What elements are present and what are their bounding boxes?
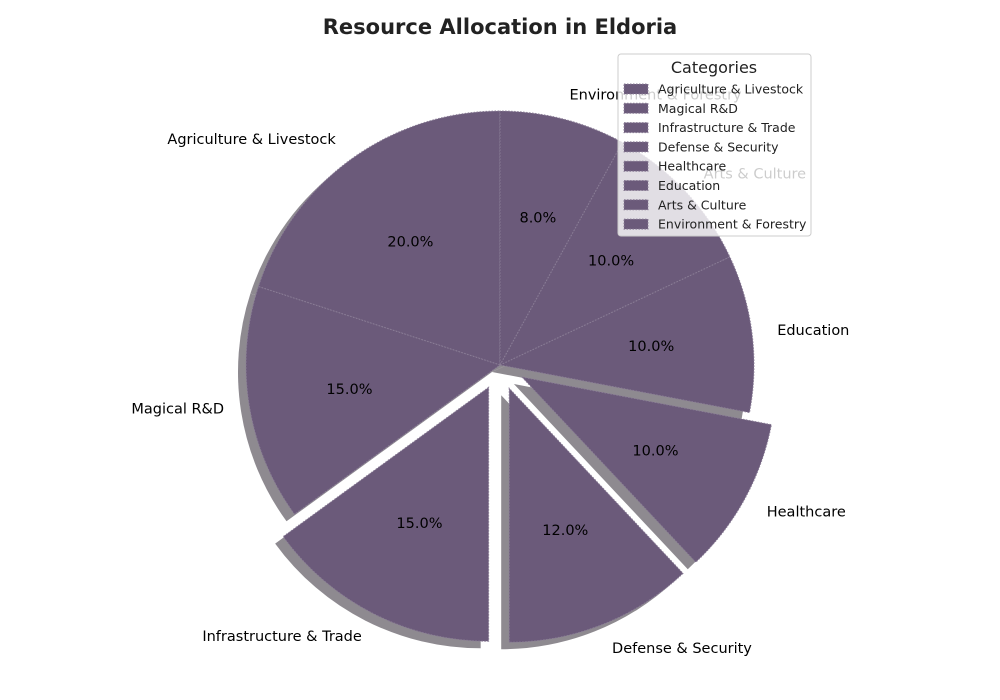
percent-labels: 20.0% 15.0% 15.0% 12.0% 10.0% 10.0% 10.0% 8.0% xyxy=(326,210,678,539)
slice-label-education: Education xyxy=(777,323,849,339)
percent-label-defense-and-security: 12.0% xyxy=(542,523,588,539)
pie-slices xyxy=(245,110,772,643)
legend-swatch-environment-and-forestry xyxy=(623,218,649,230)
legend-swatch-arts-and-culture xyxy=(623,199,649,211)
legend-swatch-education xyxy=(623,180,649,191)
legend-label-defense-and-security: Defense & Security xyxy=(658,139,779,154)
legend-label-infrastructure-and-trade: Infrastructure & Trade xyxy=(658,120,796,135)
legend-label-healthcare: Healthcare xyxy=(658,159,726,174)
pie-slice-magical-randd xyxy=(245,285,502,515)
legend-box xyxy=(617,53,812,237)
pie-slice-healthcare xyxy=(520,376,772,563)
legend-label-agriculture-and-livestock: Agriculture & Livestock xyxy=(658,82,804,97)
slice-label-healthcare: Healthcare xyxy=(767,505,846,521)
legend-swatch-defense-and-security xyxy=(623,141,649,153)
percent-label-magical-randd: 15.0% xyxy=(326,382,372,398)
legend: Categories Agriculture & Livestock Magica… xyxy=(617,53,812,237)
pie-slice-agriculture-and-livestock xyxy=(257,110,501,366)
slice-label-agriculture-and-livestock: Agriculture & Livestock xyxy=(167,132,336,148)
percent-label-environment-and-forestry: 8.0% xyxy=(519,210,556,226)
legend-label-environment-and-forestry: Environment & Forestry xyxy=(658,217,807,232)
percent-label-agriculture-and-livestock: 20.0% xyxy=(387,235,433,251)
legend-swatch-agriculture-and-livestock xyxy=(623,83,649,95)
legend-swatch-healthcare xyxy=(623,160,649,172)
slice-label-magical-randd: Magical R&D xyxy=(131,402,224,418)
percent-label-infrastructure-and-trade: 15.0% xyxy=(396,516,442,532)
percent-label-arts-and-culture: 10.0% xyxy=(588,254,634,270)
pie-slice-education xyxy=(498,256,755,414)
chart-title: Resource Allocation in Eldoria xyxy=(323,15,677,39)
pie-slice-infrastructure-and-trade xyxy=(282,386,490,642)
slice-label-defense-and-security: Defense & Security xyxy=(612,641,752,657)
slice-label-infrastructure-and-trade: Infrastructure & Trade xyxy=(202,629,362,645)
legend-label-arts-and-culture: Arts & Culture xyxy=(658,197,747,212)
legend-title: Categories xyxy=(671,58,757,77)
pie-slice-defense-and-security xyxy=(508,386,684,643)
legend-label-magical-randd: Magical R&D xyxy=(658,101,738,116)
legend-label-education: Education xyxy=(658,178,720,193)
percent-label-healthcare: 10.0% xyxy=(632,443,678,459)
legend-swatch-infrastructure-and-trade xyxy=(623,122,649,134)
legend-items: Agriculture & Livestock Magical R&D Infras… xyxy=(623,82,807,232)
percent-label-education: 10.0% xyxy=(628,339,674,355)
legend-swatch-magical-randd xyxy=(623,102,649,114)
